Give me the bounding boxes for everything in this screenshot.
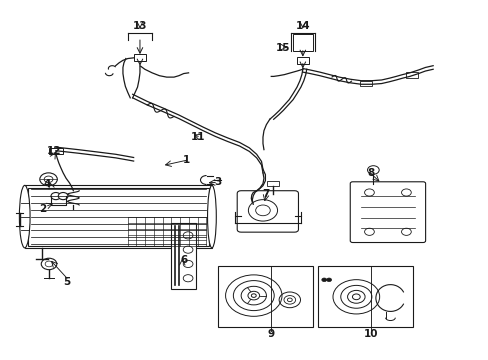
Text: 10: 10 <box>363 329 377 339</box>
Circle shape <box>183 246 193 253</box>
FancyBboxPatch shape <box>349 182 425 243</box>
Bar <box>292 33 312 51</box>
Bar <box>296 57 308 64</box>
Bar <box>406 72 417 78</box>
Bar <box>217 266 312 327</box>
Text: 12: 12 <box>46 147 61 157</box>
Bar <box>170 223 196 289</box>
Circle shape <box>364 189 373 196</box>
Circle shape <box>183 260 193 267</box>
Circle shape <box>44 176 53 183</box>
Bar <box>318 266 412 327</box>
FancyBboxPatch shape <box>237 191 298 232</box>
Text: 8: 8 <box>366 168 374 178</box>
Circle shape <box>58 193 68 200</box>
Circle shape <box>364 228 373 235</box>
Text: 13: 13 <box>132 21 147 31</box>
Circle shape <box>367 166 378 174</box>
Text: 11: 11 <box>191 132 205 142</box>
Text: 2: 2 <box>39 203 46 213</box>
Circle shape <box>321 278 326 282</box>
Text: 4: 4 <box>44 179 51 189</box>
Circle shape <box>401 189 410 196</box>
Text: 3: 3 <box>214 177 221 187</box>
Ellipse shape <box>20 185 30 248</box>
Text: 1: 1 <box>182 156 189 165</box>
Circle shape <box>51 193 61 200</box>
Bar <box>28 188 208 246</box>
Text: 6: 6 <box>180 255 187 265</box>
Text: 14: 14 <box>295 21 309 31</box>
Text: 5: 5 <box>63 277 70 287</box>
Bar <box>360 81 371 86</box>
Text: 7: 7 <box>262 189 269 199</box>
Circle shape <box>183 275 193 282</box>
Circle shape <box>326 278 331 282</box>
Circle shape <box>45 261 53 267</box>
Bar <box>25 185 211 248</box>
Circle shape <box>40 173 57 186</box>
Bar <box>49 148 62 154</box>
Text: 9: 9 <box>267 329 274 339</box>
Bar <box>266 181 278 186</box>
Circle shape <box>401 228 410 235</box>
Circle shape <box>183 232 193 239</box>
Text: 15: 15 <box>276 43 290 53</box>
Circle shape <box>41 258 57 270</box>
Ellipse shape <box>207 185 216 248</box>
Bar <box>133 54 146 62</box>
